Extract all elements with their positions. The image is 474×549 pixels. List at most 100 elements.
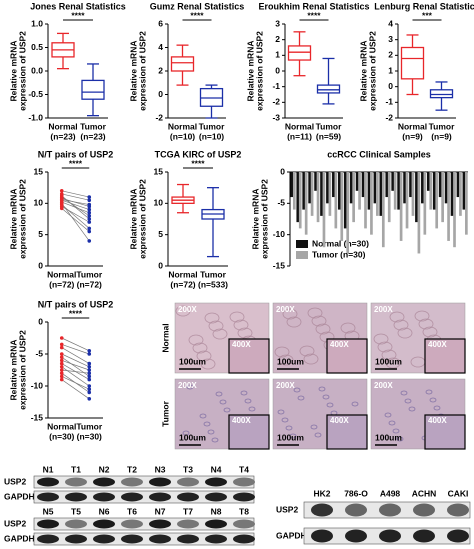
lane-label: N1 [43,464,54,474]
tissue [237,327,253,339]
bar [370,172,373,235]
lane-label: T2 [127,464,137,474]
tumor-point [87,377,92,382]
tissue [396,436,404,442]
y-tick-label: -10 [273,229,286,239]
tissue [293,387,301,393]
scale-label: 100um [375,356,402,366]
tissue [404,398,412,404]
y-tick-label: 10 [34,198,44,208]
significance: *** [422,10,433,20]
tumor-point [87,397,92,401]
bar [391,172,395,191]
band [177,534,199,544]
bar [456,172,460,198]
bar [417,172,421,254]
band [233,492,255,502]
significance: **** [69,308,83,318]
tissue [381,349,397,361]
y-axis-label: expression of USP2 [17,179,27,259]
chart-title: ccRCC Clinical Samples [327,149,431,159]
y-tick-label: 2 [158,65,163,75]
pair-line [61,190,90,198]
tumor-point [87,198,92,202]
bar [302,172,306,210]
pair-line [61,376,90,390]
y-tick-label: 4 [388,18,393,28]
bar [379,172,383,216]
bar [343,172,347,229]
y-axis-label: Relative mRNA [358,41,368,102]
lane-label: N7 [155,506,166,516]
y-tick-label: 6 [158,18,163,28]
bar [346,172,350,254]
y-tick-label: -2 [385,112,393,122]
row-label: Normal [160,323,170,352]
tissue [286,316,302,328]
scale-label: 100um [277,432,304,442]
pair-line [61,193,90,201]
tumor-point [87,387,92,392]
band [65,534,87,544]
band [93,534,115,544]
pair-line [61,379,90,400]
scale-label: 100um [179,432,206,442]
bar [326,172,329,204]
pair-line [61,360,90,371]
bar [373,172,377,204]
y-tick-label: 1.0 [31,18,43,28]
y-axis-label: expression of USP2 [137,31,147,111]
tissue [182,430,190,436]
bar [411,172,415,216]
bar [403,172,406,204]
chart-title: Jones Renal Statistics [30,1,126,11]
tumor-point [87,229,92,234]
pair-line [61,208,90,232]
tissue [204,312,220,324]
box [316,84,341,94]
band [205,492,227,502]
tissue [208,320,224,332]
y-tick-label: 3 [275,18,280,28]
x-tick-sublabel: (n=9) [402,131,423,141]
bar [393,172,397,210]
bar [397,172,400,210]
magnification-inset: 400X [232,416,251,425]
bar [328,172,332,216]
bar [340,172,344,241]
x-tick-label: Tumor [80,121,107,131]
pair-line [61,199,90,210]
bar [310,172,314,216]
tissue [244,398,252,404]
tissue [188,334,204,346]
box [429,89,454,99]
x-tick-label: Normal [47,421,76,431]
x-tick-sublabel: (n=72) [77,279,102,289]
tissue [351,401,359,407]
bar [292,172,296,210]
bar [298,172,302,229]
x-tick-label: Normal [398,121,427,131]
x-tick-sublabel: (n=9) [431,131,452,141]
legend-label: Tumor (n=30) [312,249,366,259]
x-tick-sublabel: (n=23) [50,131,75,141]
bar [465,172,468,235]
tissue [400,390,408,396]
tumor-point [87,239,92,243]
box [81,79,105,100]
y-axis-label: Relative mRNA [128,41,138,102]
magnification-inset: 400X [232,340,251,349]
row-label: USP2 [4,476,26,486]
x-tick-label: Normal [285,121,314,131]
tissue [433,405,441,411]
tumor-point [87,352,92,356]
band [379,529,401,543]
tissue [392,428,400,434]
bar [450,172,454,216]
tissue [315,323,331,335]
tumor-point [87,374,92,379]
bar [438,172,442,198]
inset [424,338,466,374]
band [379,503,401,517]
magnification-inset: 400X [428,416,447,425]
